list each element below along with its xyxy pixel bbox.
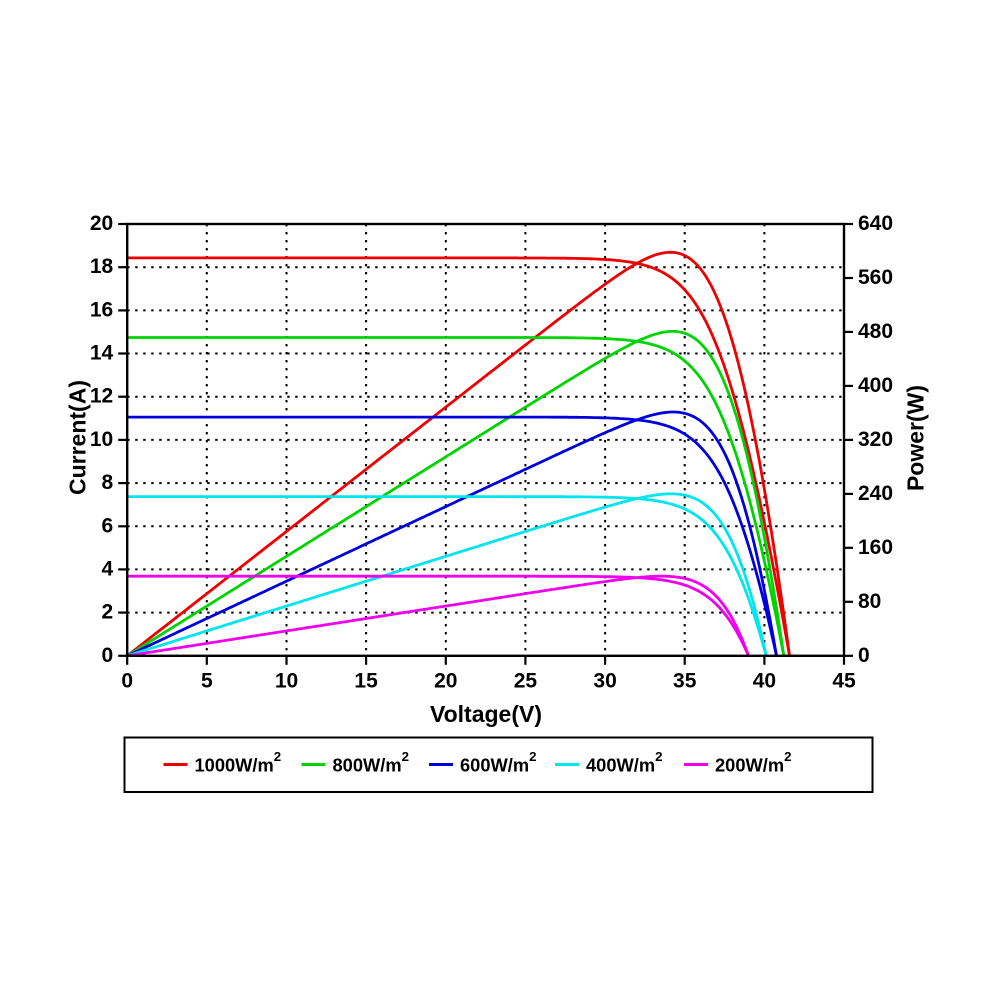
svg-text:12: 12 [90, 385, 113, 408]
svg-text:80: 80 [858, 590, 881, 613]
svg-text:6: 6 [102, 514, 114, 537]
svg-text:Voltage(V): Voltage(V) [430, 701, 542, 727]
svg-text:40: 40 [753, 669, 776, 692]
svg-text:45: 45 [832, 669, 856, 692]
svg-text:Current(A): Current(A) [65, 380, 91, 495]
svg-text:480: 480 [858, 320, 893, 343]
svg-text:35: 35 [673, 669, 697, 692]
svg-text:320: 320 [858, 428, 893, 451]
svg-text:20: 20 [434, 669, 457, 692]
svg-text:400: 400 [858, 374, 893, 397]
svg-text:30: 30 [593, 669, 616, 692]
svg-text:2: 2 [102, 601, 114, 624]
svg-text:25: 25 [514, 669, 538, 692]
svg-text:18: 18 [90, 255, 114, 278]
svg-text:240: 240 [858, 482, 893, 505]
svg-text:0: 0 [121, 669, 133, 692]
svg-text:5: 5 [201, 669, 213, 692]
svg-text:14: 14 [90, 342, 114, 365]
svg-text:0: 0 [858, 644, 870, 667]
svg-text:15: 15 [354, 669, 378, 692]
svg-text:0: 0 [102, 644, 114, 667]
svg-text:10: 10 [90, 428, 113, 451]
svg-text:8: 8 [102, 471, 114, 494]
svg-text:Power(W): Power(W) [903, 385, 929, 491]
svg-text:560: 560 [858, 266, 893, 289]
svg-text:20: 20 [90, 212, 113, 235]
svg-text:10: 10 [275, 669, 298, 692]
svg-text:16: 16 [90, 298, 113, 321]
svg-text:160: 160 [858, 536, 893, 559]
svg-text:4: 4 [102, 557, 114, 580]
svg-text:640: 640 [858, 212, 893, 235]
